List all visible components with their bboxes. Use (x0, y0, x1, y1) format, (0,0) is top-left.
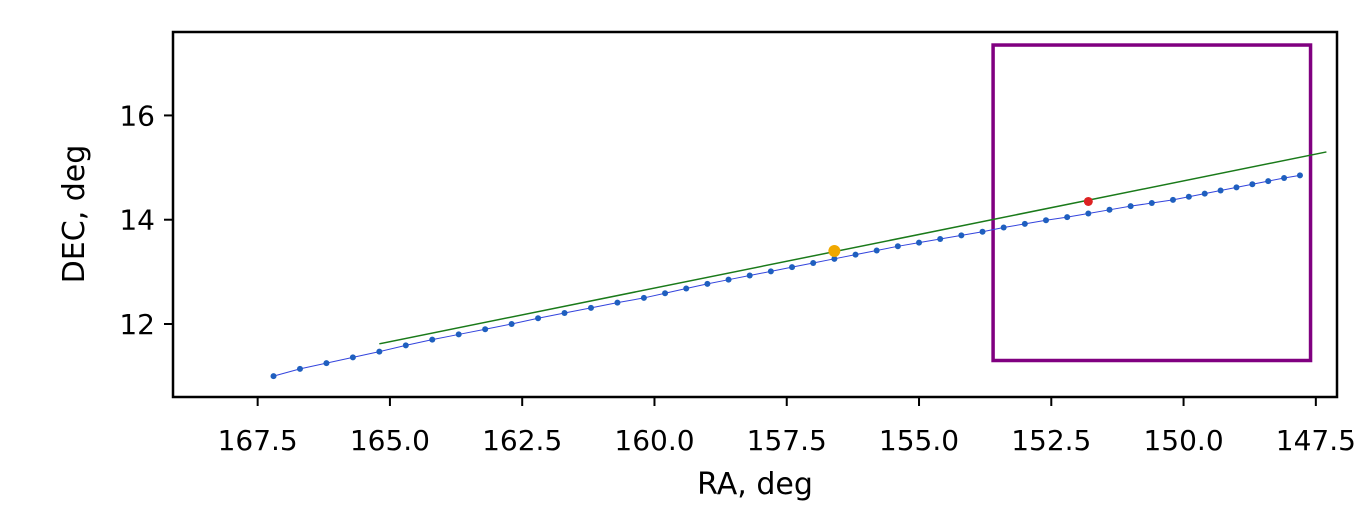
track-point (1201, 190, 1208, 197)
track-point (1043, 217, 1049, 224)
track-point (1296, 172, 1303, 179)
fit-line (379, 151, 1327, 345)
track-point (1021, 220, 1028, 227)
track-point (852, 251, 859, 258)
track-point (1085, 210, 1092, 217)
y-tick-label: 14 (119, 204, 155, 237)
marker-point (1083, 196, 1093, 206)
track-point (429, 336, 436, 343)
track-point (1233, 184, 1240, 191)
track-point (1185, 193, 1192, 200)
plot-area (171, 30, 1339, 399)
track-point (979, 228, 986, 235)
y-tick-label: 16 (119, 99, 155, 132)
track-point (455, 331, 462, 338)
track-point (1249, 181, 1256, 188)
track-point (916, 239, 923, 246)
x-tick-label: 167.5 (218, 424, 298, 457)
track-point (1064, 214, 1071, 221)
track-point (831, 255, 838, 262)
track-point (789, 264, 796, 271)
x-tick-label: 155.0 (879, 424, 959, 457)
track-point (1000, 224, 1007, 231)
selection-box (991, 43, 1313, 363)
track-point (1265, 178, 1272, 185)
track-point (587, 304, 594, 311)
x-axis: 167.5 165.0 162.5 160.0 157.5 155.0 152.5 150.0… (218, 397, 1356, 457)
x-tick-label: 152.5 (1011, 424, 1091, 457)
track-point (535, 315, 542, 322)
track-point (704, 280, 711, 287)
track-point (1106, 206, 1113, 213)
track-point (270, 373, 277, 380)
track-point (1169, 196, 1176, 203)
x-tick-label: 147.5 (1276, 424, 1356, 457)
track-point (746, 272, 753, 279)
track-point (767, 268, 774, 275)
x-tick-label: 162.5 (482, 424, 562, 457)
box-layer (991, 43, 1313, 363)
track-point (1281, 175, 1288, 181)
track-point (683, 285, 690, 292)
track-point (958, 232, 965, 239)
y-axis-label: DEC, deg (57, 145, 92, 284)
track-point (402, 342, 409, 349)
track-point (508, 321, 515, 327)
track-point (376, 348, 383, 355)
track-point (662, 290, 669, 297)
center-point (828, 245, 841, 257)
track-point (725, 276, 732, 283)
track-point (296, 365, 303, 372)
track-point (561, 310, 568, 317)
track-point (810, 259, 817, 266)
track-point (1217, 187, 1224, 194)
track-point (937, 236, 944, 243)
track-point (873, 247, 880, 254)
y-tick-label: 12 (119, 308, 155, 341)
track-point (482, 326, 489, 333)
track-point (1127, 203, 1134, 210)
track-point (1148, 200, 1155, 207)
x-tick-label: 157.5 (747, 424, 827, 457)
x-tick-label: 165.0 (350, 424, 430, 457)
track-point (323, 360, 330, 367)
y-axis: 12 14 16 (119, 99, 173, 341)
x-tick-label: 160.0 (614, 424, 694, 457)
x-tick-label: 150.0 (1143, 424, 1223, 457)
x-axis-label: RA, deg (697, 467, 813, 502)
track-point (614, 299, 621, 306)
track-point (640, 294, 647, 301)
track-point (894, 243, 901, 250)
point-layer (270, 172, 1303, 380)
track-point (349, 354, 356, 361)
